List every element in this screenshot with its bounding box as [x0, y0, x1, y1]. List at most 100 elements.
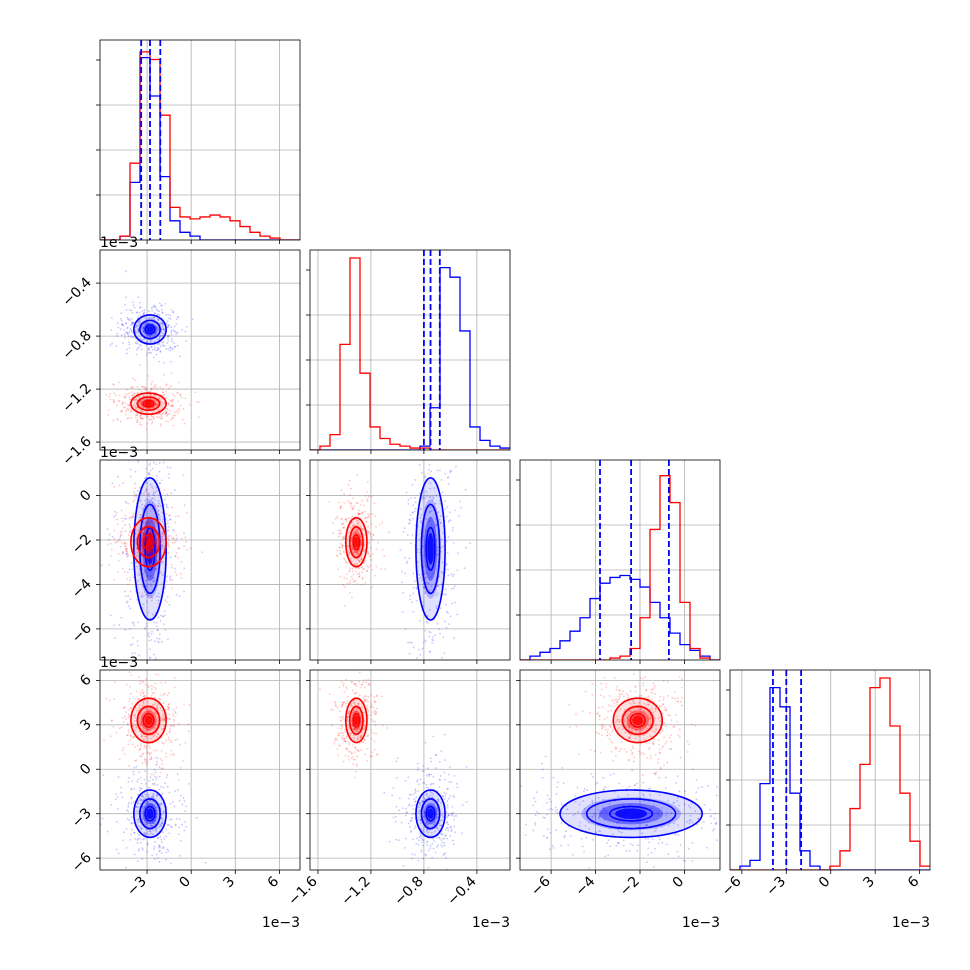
scatter-point-a: [130, 828, 133, 831]
scatter-point-a: [178, 799, 181, 802]
scatter-point-b: [172, 416, 174, 419]
scatter-point-b: [122, 717, 124, 719]
scatter-point-a: [164, 782, 167, 785]
scatter-point-a: [150, 520, 153, 523]
scatter-point-a: [131, 621, 134, 624]
scatter-point-b: [663, 736, 665, 739]
scatter-point-a: [169, 518, 172, 521]
scatter-point-a: [676, 775, 679, 778]
scatter-point-b: [613, 702, 616, 704]
scatter-point-a: [136, 340, 139, 343]
scatter-point-a: [713, 817, 716, 820]
scatter-point-b: [153, 394, 156, 397]
scatter-point-a: [438, 469, 441, 472]
scatter-point-b: [363, 686, 366, 689]
scatter-point-b: [123, 542, 126, 545]
scatter-point-b: [375, 695, 378, 698]
scatter-point-b: [170, 724, 172, 727]
scatter-point-a: [141, 339, 143, 342]
scatter-point-b: [621, 740, 623, 743]
scatter-point-b: [143, 394, 145, 397]
scatter-point-b: [116, 417, 118, 420]
scatter-point-a: [138, 311, 141, 314]
scatter-point-a: [428, 510, 431, 513]
scatter-point-b: [371, 751, 373, 753]
scatter-point-a: [154, 331, 157, 334]
scatter-point-a: [135, 496, 138, 499]
scatter-point-b: [125, 718, 127, 721]
scatter-point-b: [178, 547, 180, 550]
scatter-point-b: [338, 535, 341, 538]
scatter-point-b: [146, 494, 149, 496]
scatter-point-b: [342, 544, 345, 547]
scatter-point-a: [117, 852, 120, 855]
scatter-point-b: [639, 677, 642, 680]
scatter-point-a: [167, 849, 170, 852]
scatter-point-b: [350, 752, 353, 755]
scatter-point-a: [417, 843, 420, 846]
scatter-point-b: [370, 718, 373, 721]
scatter-point-b: [128, 530, 131, 533]
scatter-point-b: [134, 528, 137, 531]
scatter-point-b: [133, 398, 136, 401]
x-offset-label: 1e−3: [892, 915, 930, 931]
scatter-point-b: [366, 570, 368, 573]
scatter-point-b: [343, 551, 346, 554]
scatter-point-b: [144, 758, 147, 761]
scatter-point-a: [414, 479, 416, 481]
scatter-point-b: [359, 513, 362, 515]
scatter-point-a: [156, 763, 158, 766]
scatter-point-b: [127, 713, 130, 716]
scatter-point-b: [642, 753, 645, 756]
scatter-point-b: [343, 718, 345, 721]
scatter-point-a: [125, 270, 128, 273]
scatter-point-b: [173, 541, 176, 544]
scatter-point-b: [349, 526, 352, 529]
scatter-point-a: [159, 322, 161, 324]
scatter-point-a: [135, 353, 138, 356]
x-tick-label: 0: [670, 874, 688, 892]
scatter-point-b: [152, 773, 155, 776]
scatter-point-b: [107, 414, 110, 416]
scatter-point-a: [132, 800, 135, 803]
scatter-point-a: [657, 842, 660, 845]
scatter-point-b: [342, 536, 344, 538]
scatter-point-a: [131, 336, 134, 338]
scatter-point-b: [161, 533, 164, 536]
scatter-point-b: [616, 685, 618, 688]
scatter-point-b: [142, 562, 145, 565]
scatter-point-b: [160, 728, 163, 730]
scatter-point-a: [164, 858, 167, 861]
y-tick-label: 6: [77, 672, 95, 690]
scatter-point-b: [157, 510, 159, 513]
scatter-point-a: [156, 760, 158, 763]
scatter-point-a: [153, 461, 155, 464]
scatter-point-b: [137, 591, 140, 594]
scatter-point-a: [184, 536, 187, 539]
scatter-point-a: [140, 782, 143, 785]
scatter-point-b: [129, 739, 132, 742]
scatter-point-b: [372, 720, 375, 722]
scatter-point-b: [170, 741, 173, 744]
scatter-point-a: [429, 576, 432, 578]
scatter-point-b: [371, 553, 374, 556]
y-offset-label: 1e−3: [100, 235, 138, 251]
scatter-point-b: [364, 582, 367, 584]
scatter-point-a: [128, 319, 131, 322]
scatter-point-b: [147, 737, 150, 740]
scatter-point-b: [109, 542, 112, 545]
scatter-point-a: [175, 333, 178, 335]
scatter-point-a: [149, 483, 152, 486]
scatter-point-b: [360, 528, 363, 530]
scatter-point-a: [172, 348, 175, 351]
scatter-point-a: [147, 793, 150, 796]
scatter-point-b: [344, 730, 347, 733]
scatter-point-b: [150, 530, 153, 533]
scatter-point-b: [358, 575, 361, 578]
scatter-point-a: [438, 837, 441, 840]
scatter-point-a: [417, 648, 420, 651]
scatter-point-b: [353, 504, 356, 507]
scatter-point-b: [673, 697, 676, 700]
scatter-point-b: [128, 396, 131, 398]
scatter-point-b: [360, 558, 363, 561]
